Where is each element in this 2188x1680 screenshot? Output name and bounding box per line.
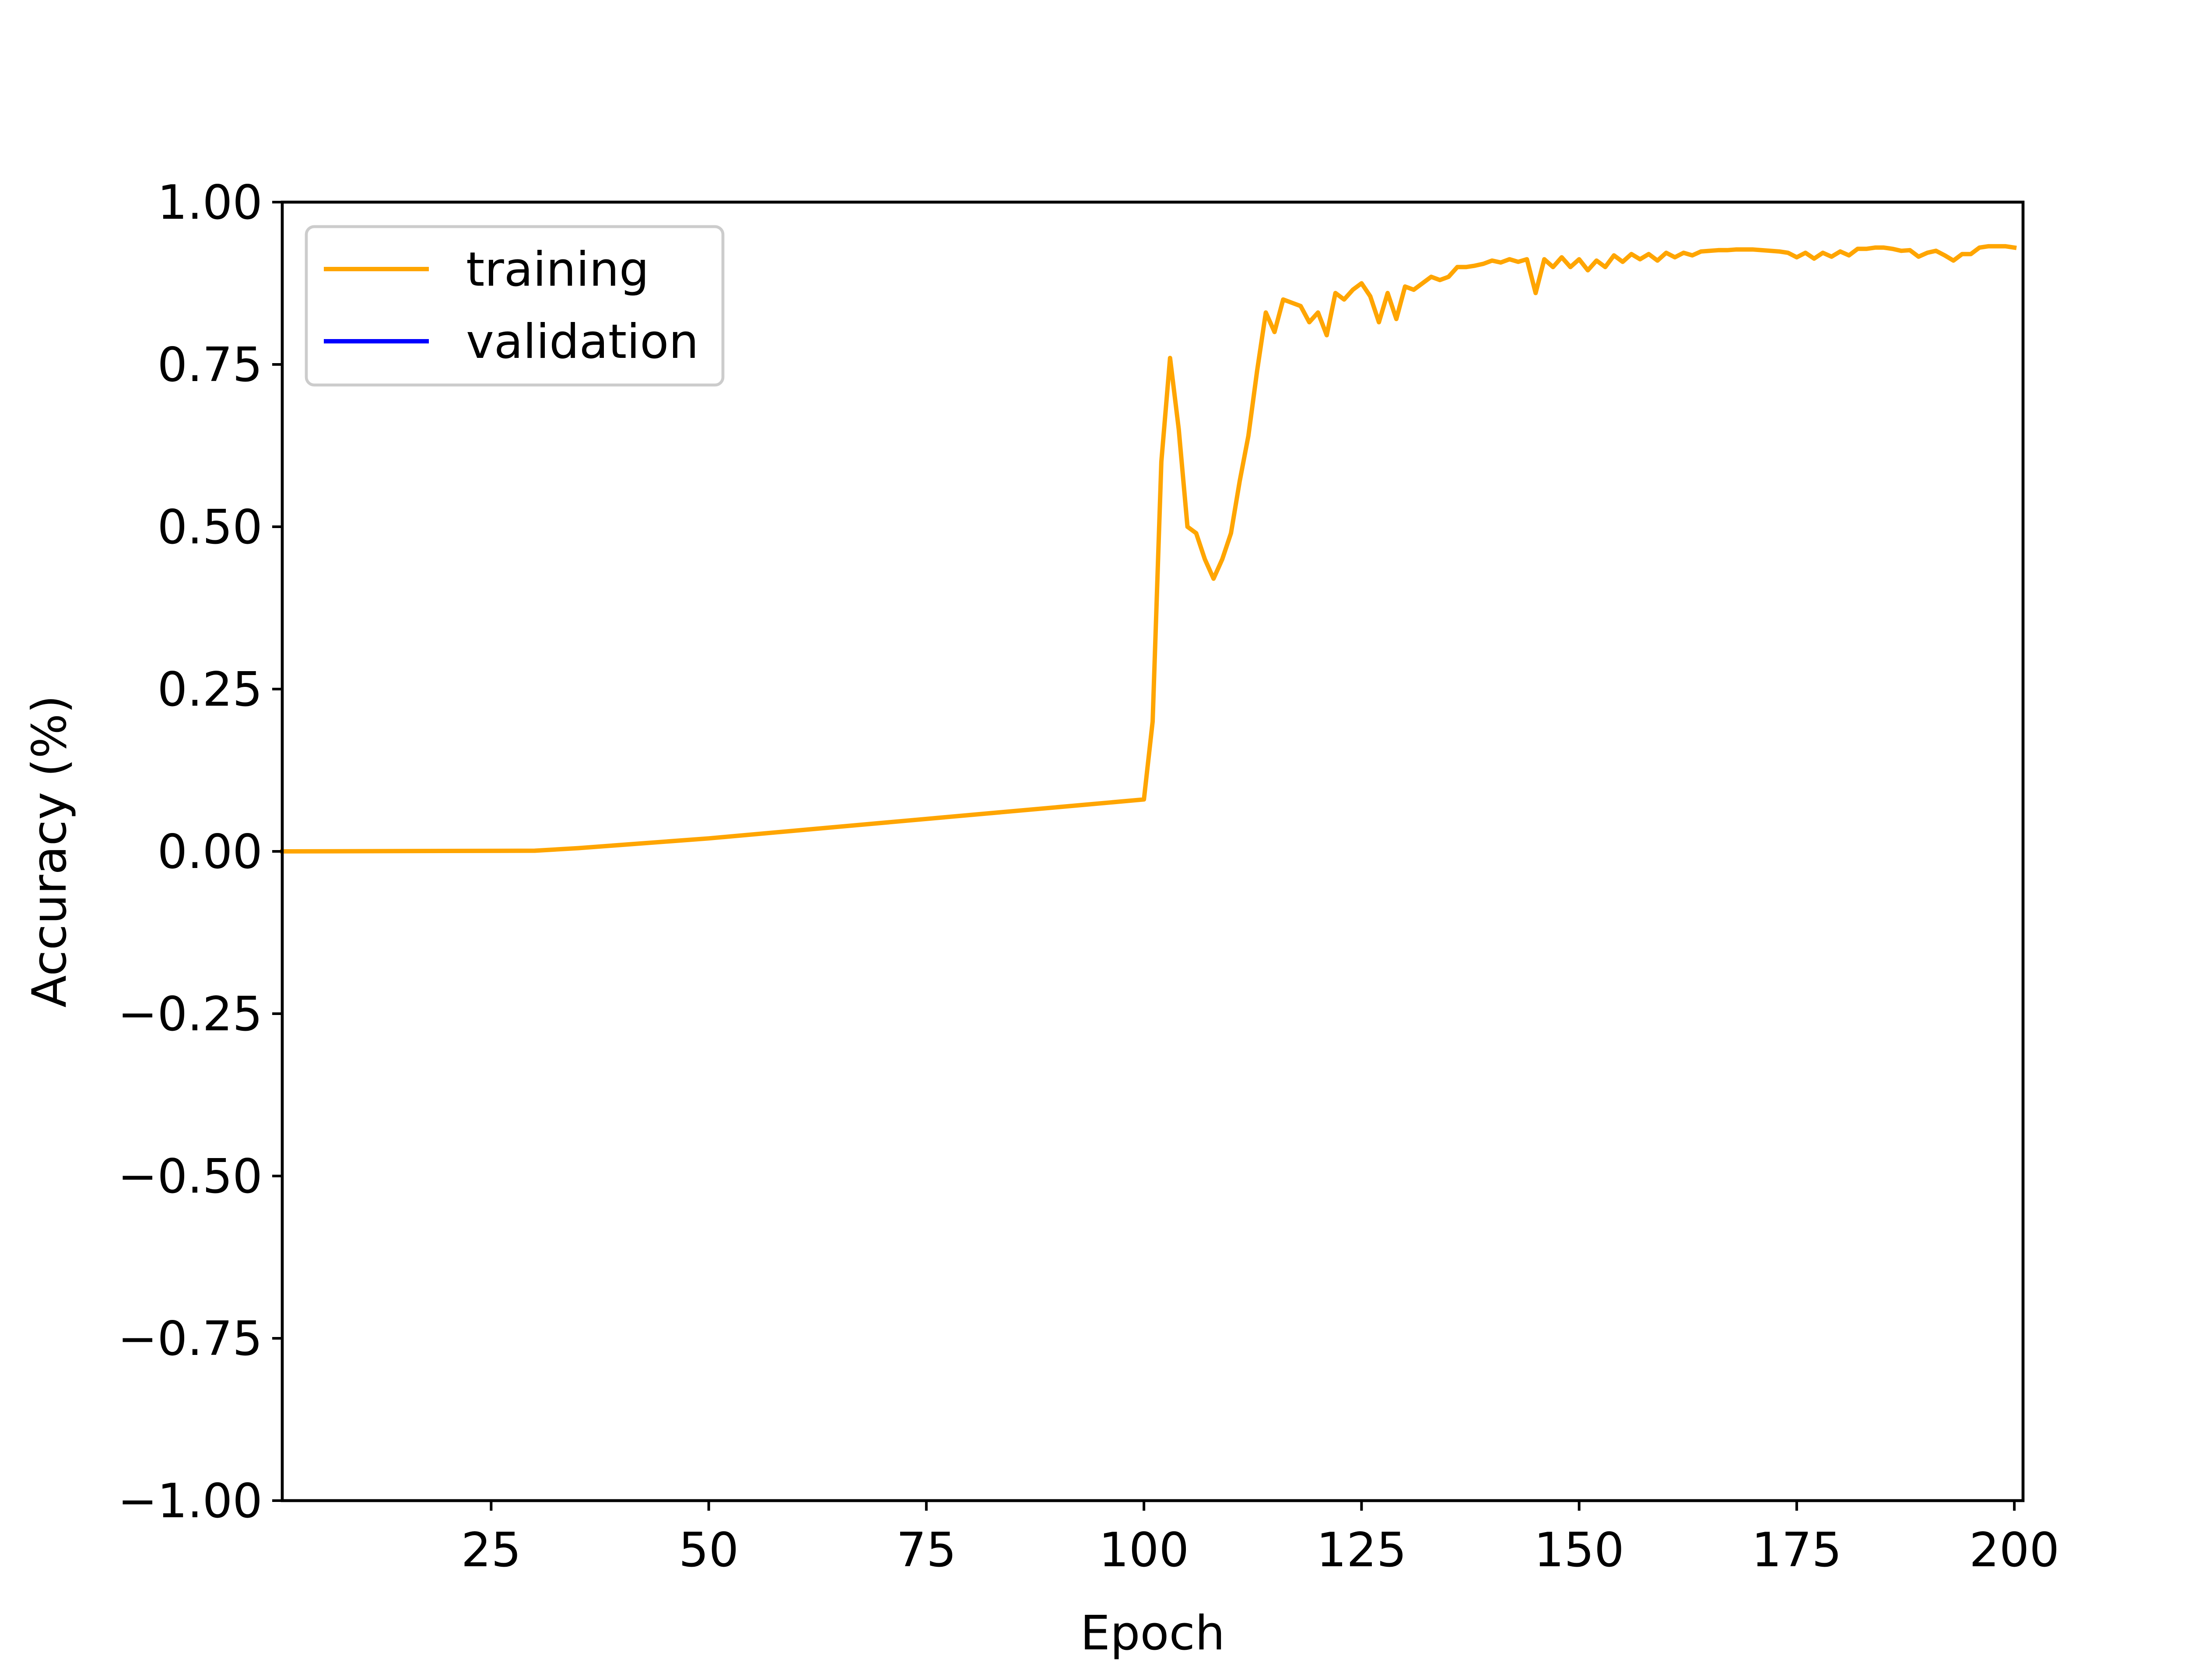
legend-box — [305, 225, 725, 387]
y-tick-label: 0.00 — [158, 825, 263, 879]
y-tick-label: −0.75 — [118, 1312, 263, 1366]
x-tick-label: 50 — [679, 1523, 739, 1578]
axes-frame — [281, 200, 2025, 1502]
x-axis-label: Epoch — [1080, 1606, 1225, 1661]
training-series-line — [280, 244, 2017, 854]
y-tick-label: 0.50 — [158, 500, 263, 555]
x-tick-label: 200 — [1969, 1523, 2059, 1578]
x-tick-label: 75 — [896, 1523, 956, 1578]
y-tick-label: −0.50 — [118, 1149, 263, 1204]
x-tick-label: 150 — [1534, 1523, 1624, 1578]
x-tick-label: 25 — [461, 1523, 521, 1578]
x-tick-label: 125 — [1316, 1523, 1406, 1578]
y-tick-label: 0.75 — [158, 338, 263, 392]
axes: 25 50 75 100 125 150 175 200 −1.00 −0.75 −0.50 −0.2… — [118, 175, 2059, 1578]
x-tick-label: 175 — [1752, 1523, 1842, 1578]
legend: training validation — [305, 225, 725, 387]
plot-area — [280, 244, 2017, 854]
x-tick-label: 100 — [1099, 1523, 1189, 1578]
y-axis-label: Accuracy (%) — [22, 695, 77, 1008]
y-tick-label: 0.25 — [158, 662, 263, 717]
y-tick-label: −1.00 — [118, 1474, 263, 1529]
legend-label-training: training — [466, 242, 649, 297]
legend-label-validation: validation — [466, 315, 699, 369]
y-tick-label: −0.25 — [118, 987, 263, 1042]
y-tick-label: 1.00 — [158, 175, 263, 230]
